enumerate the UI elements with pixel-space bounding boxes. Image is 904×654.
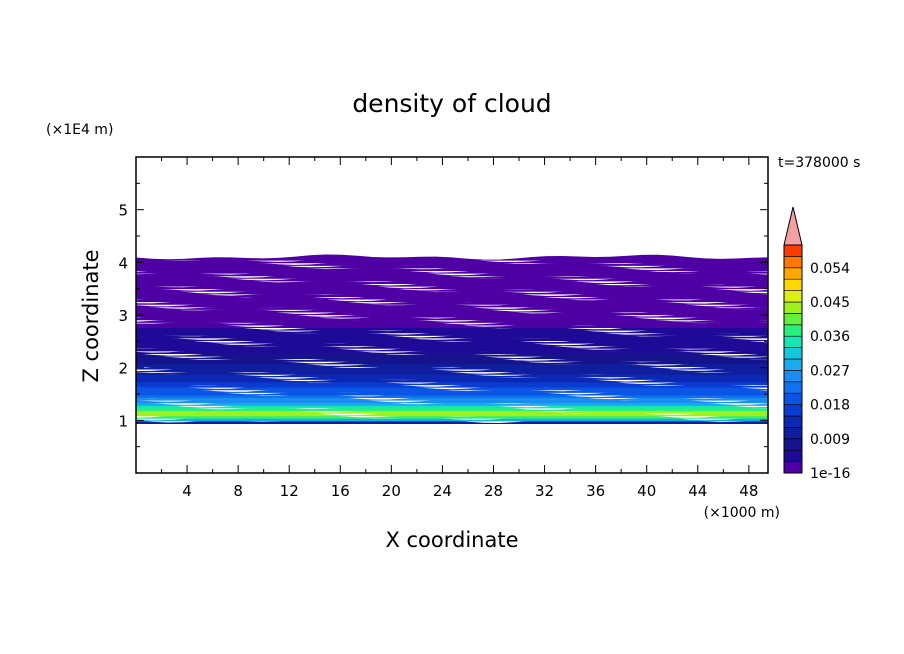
colorbar-swatch	[783, 278, 803, 291]
colorbar-swatch	[783, 449, 803, 462]
colorbar-swatch	[783, 461, 803, 474]
colorbar-swatch	[783, 392, 803, 405]
x-tick-label: 32	[535, 482, 554, 500]
colorbar-swatch	[783, 427, 803, 440]
y-tick-label: 2	[118, 360, 128, 378]
x-tick-label: 8	[233, 482, 243, 500]
x-tick-label: 48	[739, 482, 758, 500]
colorbar-extend-arrow	[783, 206, 803, 246]
colorbar-outline	[783, 244, 803, 474]
colorbar: 1e-16 0.009 0.018 0.027 0.036 0.045 0.054	[783, 206, 850, 482]
colorbar-swatch	[783, 244, 803, 257]
x-tick-label: 12	[280, 482, 299, 500]
colorbar-swatch	[783, 347, 803, 360]
colorbar-label: 0.018	[810, 398, 850, 414]
colorbar-swatch	[783, 301, 803, 314]
colorbar-swatch	[783, 267, 803, 280]
colorbar-swatch	[783, 438, 803, 451]
colorbar-swatch	[783, 324, 803, 337]
density-band	[136, 332, 768, 339]
x-tick-label: 40	[637, 482, 656, 500]
x-tick-label: 36	[586, 482, 605, 500]
y-tick-label: 3	[118, 307, 128, 325]
x-tick-label: 24	[433, 482, 452, 500]
chart-title: density of cloud	[352, 89, 551, 118]
x-tick-label: 20	[382, 482, 401, 500]
colorbar-label: 0.054	[810, 261, 850, 277]
plot-frame	[135, 156, 769, 474]
colorbar-swatch	[783, 404, 803, 417]
colorbar-swatch	[783, 415, 803, 428]
y-tick-label: 4	[118, 254, 128, 272]
colorbar-swatch	[783, 256, 803, 269]
y-tick-label: 5	[118, 202, 128, 220]
x-unit-label: (×1000 m)	[704, 505, 780, 521]
colorbar-label: 0.009	[810, 432, 850, 448]
x-ticks: 4 8 12 16 20 24 28 32 36 40 44 48	[161, 157, 758, 500]
x-axis-label: X coordinate	[385, 528, 518, 552]
y-unit-label: (×1E4 m)	[46, 122, 113, 138]
colorbar-swatch	[783, 358, 803, 371]
colorbar-label: 1e-16	[810, 466, 850, 482]
colorbar-label: 0.036	[810, 329, 850, 345]
y-axis-label: Z coordinate	[79, 249, 103, 382]
colorbar-swatch	[783, 290, 803, 303]
colorbar-label: 0.045	[810, 295, 850, 311]
time-label: t=378000 s	[778, 155, 860, 171]
density-field	[136, 254, 768, 424]
colorbar-swatch	[783, 313, 803, 326]
density-band	[136, 399, 768, 406]
density-band	[136, 254, 768, 261]
colorbar-swatch	[783, 370, 803, 383]
colorbar-swatch	[783, 335, 803, 348]
y-tick-label: 1	[118, 412, 128, 430]
x-tick-label: 28	[484, 482, 503, 500]
colorbar-swatch	[783, 381, 803, 394]
x-tick-label: 4	[182, 482, 192, 500]
x-tick-label: 44	[688, 482, 707, 500]
x-tick-label: 16	[331, 482, 350, 500]
colorbar-label: 0.027	[810, 363, 850, 379]
